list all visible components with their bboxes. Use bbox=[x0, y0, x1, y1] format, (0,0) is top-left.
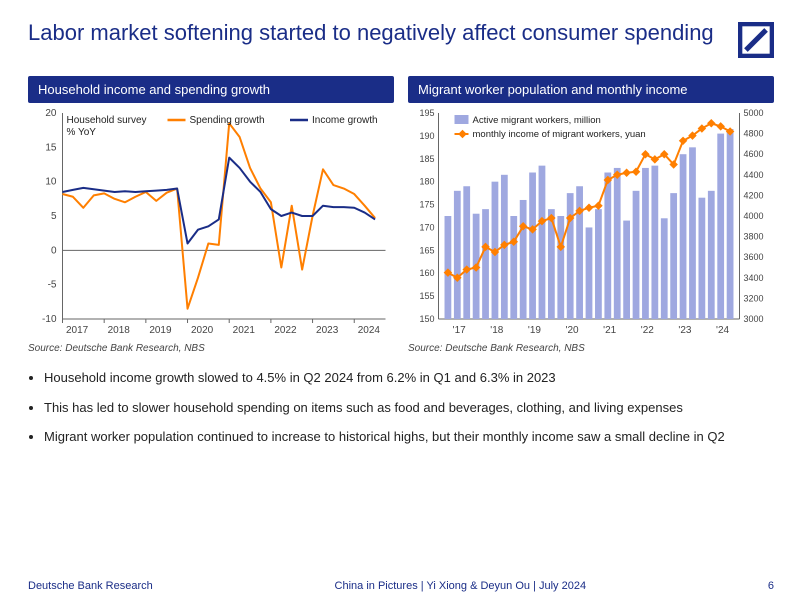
svg-text:4800: 4800 bbox=[744, 129, 764, 139]
svg-text:10: 10 bbox=[45, 177, 57, 188]
svg-text:5: 5 bbox=[51, 211, 57, 222]
svg-text:'24: '24 bbox=[716, 325, 729, 336]
page-title: Labor market softening started to negati… bbox=[28, 20, 714, 46]
footer-page-number: 6 bbox=[768, 580, 774, 592]
footer-center: China in Pictures | Yi Xiong & Deyun Ou … bbox=[335, 580, 587, 592]
svg-text:'17: '17 bbox=[453, 325, 466, 336]
svg-text:-10: -10 bbox=[42, 314, 57, 325]
svg-text:Active migrant workers, millio: Active migrant workers, million bbox=[473, 115, 601, 126]
svg-text:Spending growth: Spending growth bbox=[190, 115, 265, 126]
bullet-item: Migrant worker population continued to i… bbox=[44, 427, 774, 447]
svg-text:Income growth: Income growth bbox=[312, 115, 378, 126]
svg-text:3800: 3800 bbox=[744, 232, 764, 242]
footer-brand: Deutsche Bank bbox=[28, 580, 103, 592]
svg-text:150: 150 bbox=[419, 314, 434, 324]
svg-text:'19: '19 bbox=[528, 325, 541, 336]
svg-text:3000: 3000 bbox=[744, 314, 764, 324]
svg-text:180: 180 bbox=[419, 177, 434, 187]
svg-text:'22: '22 bbox=[641, 325, 654, 336]
bullet-item: Household income growth slowed to 4.5% i… bbox=[44, 368, 774, 388]
svg-text:0: 0 bbox=[51, 245, 57, 256]
svg-text:'20: '20 bbox=[566, 325, 579, 336]
svg-text:4200: 4200 bbox=[744, 190, 764, 200]
svg-text:155: 155 bbox=[419, 291, 434, 301]
svg-text:3200: 3200 bbox=[744, 293, 764, 303]
svg-text:4400: 4400 bbox=[744, 170, 764, 180]
svg-text:2022: 2022 bbox=[274, 325, 297, 336]
svg-text:5000: 5000 bbox=[744, 108, 764, 118]
chart2-source: Source: Deutsche Bank Research, NBS bbox=[408, 343, 774, 354]
svg-text:4600: 4600 bbox=[744, 149, 764, 159]
bullet-item: This has led to slower household spendin… bbox=[44, 398, 774, 418]
svg-text:2023: 2023 bbox=[316, 325, 339, 336]
svg-text:2024: 2024 bbox=[358, 325, 381, 336]
bullet-list: Household income growth slowed to 4.5% i… bbox=[28, 368, 774, 447]
title-row: Labor market softening started to negati… bbox=[28, 20, 774, 58]
svg-text:monthly income of migrant work: monthly income of migrant workers, yuan bbox=[473, 129, 646, 140]
svg-text:3600: 3600 bbox=[744, 252, 764, 262]
svg-text:Household survey: Household survey bbox=[67, 115, 147, 126]
svg-text:3400: 3400 bbox=[744, 273, 764, 283]
footer: Deutsche Bank Research China in Pictures… bbox=[28, 580, 774, 592]
svg-text:2019: 2019 bbox=[149, 325, 172, 336]
chart2-body: 150 155 160 165 170 175 180 185 190 195 3000 3200 34… bbox=[408, 103, 774, 341]
chart2-container: Migrant worker population and monthly in… bbox=[408, 76, 774, 354]
db-logo-icon bbox=[738, 22, 774, 58]
page-root: Labor market softening started to negati… bbox=[0, 0, 802, 602]
svg-text:2021: 2021 bbox=[233, 325, 256, 336]
svg-text:175: 175 bbox=[419, 200, 434, 210]
svg-text:170: 170 bbox=[419, 222, 434, 232]
svg-text:2017: 2017 bbox=[66, 325, 89, 336]
charts-row: Household income and spending growth -10… bbox=[28, 76, 774, 354]
svg-text:2018: 2018 bbox=[108, 325, 131, 336]
svg-text:4000: 4000 bbox=[744, 211, 764, 221]
footer-left: Deutsche Bank Research bbox=[28, 580, 153, 592]
svg-text:165: 165 bbox=[419, 245, 434, 255]
footer-brand-sub: Research bbox=[106, 580, 153, 592]
chart1-body: -10 -5 0 5 10 15 20 2017 2018 2019 2020 2021 2022 202… bbox=[28, 103, 394, 341]
svg-text:15: 15 bbox=[45, 142, 57, 153]
svg-text:'23: '23 bbox=[678, 325, 691, 336]
svg-text:'18: '18 bbox=[490, 325, 503, 336]
chart1-container: Household income and spending growth -10… bbox=[28, 76, 394, 354]
chart2-svg: 150 155 160 165 170 175 180 185 190 195 3000 3200 34… bbox=[408, 103, 774, 341]
svg-text:-5: -5 bbox=[48, 280, 57, 291]
svg-text:2020: 2020 bbox=[191, 325, 214, 336]
svg-text:'21: '21 bbox=[603, 325, 616, 336]
svg-text:% YoY: % YoY bbox=[67, 127, 97, 138]
svg-text:185: 185 bbox=[419, 154, 434, 164]
chart1-source: Source: Deutsche Bank Research, NBS bbox=[28, 343, 394, 354]
svg-text:160: 160 bbox=[419, 268, 434, 278]
chart1-header: Household income and spending growth bbox=[28, 76, 394, 103]
svg-text:195: 195 bbox=[419, 108, 434, 118]
svg-text:20: 20 bbox=[45, 108, 57, 119]
chart2-header: Migrant worker population and monthly in… bbox=[408, 76, 774, 103]
svg-text:190: 190 bbox=[419, 131, 434, 141]
chart1-svg: -10 -5 0 5 10 15 20 2017 2018 2019 2020 2021 2022 202… bbox=[28, 103, 394, 341]
